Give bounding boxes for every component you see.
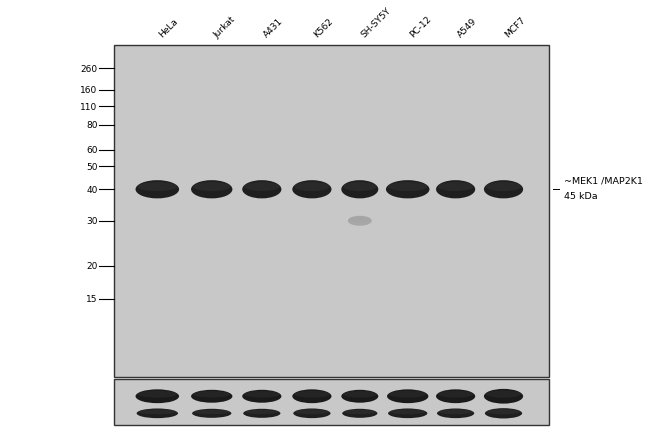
- Ellipse shape: [194, 410, 229, 414]
- Ellipse shape: [436, 181, 475, 199]
- Ellipse shape: [484, 389, 523, 404]
- Ellipse shape: [387, 389, 428, 403]
- Ellipse shape: [242, 181, 281, 199]
- Text: 110: 110: [80, 102, 98, 112]
- Ellipse shape: [439, 410, 473, 414]
- Text: 50: 50: [86, 162, 97, 171]
- Ellipse shape: [295, 410, 329, 414]
- Ellipse shape: [293, 409, 330, 418]
- Ellipse shape: [486, 390, 521, 398]
- Ellipse shape: [193, 183, 230, 192]
- Ellipse shape: [292, 389, 332, 403]
- Ellipse shape: [390, 410, 425, 414]
- Ellipse shape: [192, 409, 231, 418]
- Ellipse shape: [486, 183, 521, 192]
- Text: MCF7: MCF7: [504, 15, 528, 39]
- Text: 45 kDa: 45 kDa: [564, 192, 597, 201]
- Ellipse shape: [294, 391, 330, 398]
- Ellipse shape: [242, 390, 281, 403]
- Ellipse shape: [138, 183, 177, 192]
- Ellipse shape: [438, 391, 473, 398]
- Ellipse shape: [389, 391, 426, 398]
- Ellipse shape: [292, 181, 332, 199]
- Text: A549: A549: [456, 17, 478, 39]
- Ellipse shape: [138, 391, 177, 398]
- Ellipse shape: [341, 390, 378, 403]
- Ellipse shape: [191, 390, 233, 403]
- Ellipse shape: [388, 409, 427, 418]
- Text: 260: 260: [81, 65, 98, 74]
- Ellipse shape: [343, 391, 376, 398]
- Text: Jurkat: Jurkat: [212, 14, 237, 39]
- Text: 40: 40: [86, 185, 97, 194]
- Ellipse shape: [136, 409, 178, 418]
- Ellipse shape: [344, 410, 376, 414]
- Ellipse shape: [348, 216, 372, 226]
- Ellipse shape: [388, 183, 427, 192]
- Ellipse shape: [343, 183, 376, 192]
- Ellipse shape: [436, 389, 475, 403]
- Ellipse shape: [135, 389, 179, 403]
- Ellipse shape: [341, 181, 378, 199]
- Ellipse shape: [244, 183, 280, 192]
- Text: 30: 30: [86, 217, 97, 226]
- Ellipse shape: [135, 181, 179, 199]
- Text: 20: 20: [86, 261, 97, 270]
- Text: 80: 80: [86, 121, 97, 130]
- Ellipse shape: [244, 391, 280, 398]
- Text: A431: A431: [262, 17, 285, 39]
- Ellipse shape: [437, 409, 474, 418]
- Ellipse shape: [243, 409, 280, 418]
- Ellipse shape: [484, 181, 523, 199]
- Text: ~MEK1 /MAP2K1: ~MEK1 /MAP2K1: [564, 176, 642, 184]
- Ellipse shape: [438, 183, 473, 192]
- Ellipse shape: [485, 408, 522, 419]
- Ellipse shape: [386, 181, 430, 199]
- Text: K562: K562: [312, 17, 335, 39]
- Text: 160: 160: [80, 86, 98, 95]
- Text: PC-12: PC-12: [408, 14, 433, 39]
- Ellipse shape: [487, 409, 520, 414]
- Ellipse shape: [193, 391, 230, 398]
- Ellipse shape: [191, 181, 233, 199]
- Text: 15: 15: [86, 294, 97, 304]
- Ellipse shape: [245, 410, 279, 414]
- Text: HeLa: HeLa: [157, 17, 180, 39]
- Ellipse shape: [138, 410, 176, 414]
- Ellipse shape: [349, 217, 370, 222]
- Text: SH-SY5Y: SH-SY5Y: [360, 6, 393, 39]
- Ellipse shape: [294, 183, 330, 192]
- FancyBboxPatch shape: [114, 46, 549, 377]
- FancyBboxPatch shape: [114, 379, 549, 425]
- Ellipse shape: [342, 409, 378, 418]
- Text: 60: 60: [86, 146, 97, 155]
